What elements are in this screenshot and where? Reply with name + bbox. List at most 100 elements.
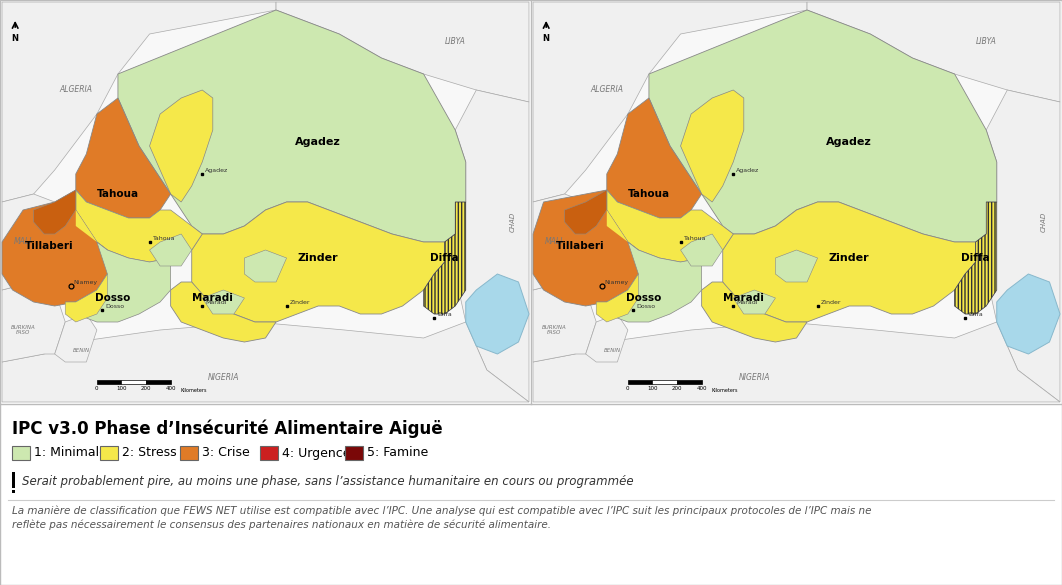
Bar xyxy=(0,406,1062,585)
Text: Diffa: Diffa xyxy=(430,253,459,263)
Text: BENIN: BENIN xyxy=(603,347,620,353)
Text: Maradi: Maradi xyxy=(205,300,227,305)
Polygon shape xyxy=(533,194,596,290)
Text: Maradi: Maradi xyxy=(192,293,234,303)
Polygon shape xyxy=(192,202,445,322)
Polygon shape xyxy=(702,282,807,342)
Text: CHAD: CHAD xyxy=(1041,212,1047,232)
Text: MALI: MALI xyxy=(14,238,32,246)
Bar xyxy=(179,446,198,460)
Bar xyxy=(100,446,118,460)
Polygon shape xyxy=(34,190,75,234)
Text: 2: Stress: 2: Stress xyxy=(122,446,176,459)
Text: Diffa: Diffa xyxy=(961,253,990,263)
Text: Zinder: Zinder xyxy=(290,300,310,305)
Text: Tahoua: Tahoua xyxy=(628,189,670,199)
Text: La manière de classification que FEWS NET utilise est compatible avec l’IPC. Une: La manière de classification que FEWS NE… xyxy=(12,506,872,517)
Text: 5: Famine: 5: Famine xyxy=(367,446,428,459)
Bar xyxy=(121,380,147,384)
Text: Dosso: Dosso xyxy=(105,304,124,309)
Text: 100: 100 xyxy=(116,386,126,391)
Text: Tahoua: Tahoua xyxy=(97,189,139,199)
Text: Diffa: Diffa xyxy=(438,312,452,317)
Polygon shape xyxy=(244,250,287,282)
Text: 0: 0 xyxy=(627,386,630,391)
Text: ALGERIA: ALGERIA xyxy=(59,85,92,95)
Text: Agadez: Agadez xyxy=(826,137,872,147)
Text: Agadez: Agadez xyxy=(736,168,759,173)
Text: Zinder: Zinder xyxy=(821,300,841,305)
Polygon shape xyxy=(118,10,466,242)
Bar xyxy=(2,2,529,402)
Polygon shape xyxy=(533,322,1060,402)
Text: Tillaberi: Tillaberi xyxy=(25,241,73,251)
Polygon shape xyxy=(2,2,276,202)
Polygon shape xyxy=(65,274,107,322)
Polygon shape xyxy=(565,190,606,234)
Polygon shape xyxy=(649,10,997,242)
Polygon shape xyxy=(2,322,529,402)
Polygon shape xyxy=(75,210,107,250)
Text: Dosso: Dosso xyxy=(95,293,131,303)
Text: N: N xyxy=(543,34,550,43)
Polygon shape xyxy=(2,194,65,290)
Text: Tahoua: Tahoua xyxy=(684,236,706,241)
Text: IPC v3.0 Phase d’Insécurité Alimentaire Aiguë: IPC v3.0 Phase d’Insécurité Alimentaire … xyxy=(12,420,443,439)
Text: 4: Urgence: 4: Urgence xyxy=(282,446,350,459)
Bar xyxy=(12,446,30,460)
Polygon shape xyxy=(606,98,702,218)
Text: MALI: MALI xyxy=(545,238,563,246)
Polygon shape xyxy=(533,2,807,202)
Bar xyxy=(345,446,363,460)
Text: Dosso: Dosso xyxy=(626,293,662,303)
Polygon shape xyxy=(2,190,107,306)
Text: N: N xyxy=(12,34,19,43)
Text: BENIN: BENIN xyxy=(72,347,89,353)
Bar xyxy=(652,380,678,384)
Polygon shape xyxy=(171,282,276,342)
Polygon shape xyxy=(55,314,97,362)
Text: Niamey: Niamey xyxy=(73,280,98,285)
Polygon shape xyxy=(997,274,1060,354)
Text: Kilometers: Kilometers xyxy=(181,388,207,393)
Polygon shape xyxy=(987,90,1060,402)
Text: 200: 200 xyxy=(672,386,682,391)
Text: NIGERIA: NIGERIA xyxy=(738,373,770,383)
Bar xyxy=(12,490,15,493)
Text: Maradi: Maradi xyxy=(723,293,765,303)
Polygon shape xyxy=(596,242,702,322)
Text: CHAD: CHAD xyxy=(510,212,516,232)
Bar xyxy=(97,380,121,384)
Polygon shape xyxy=(2,282,65,362)
Bar xyxy=(678,380,702,384)
Text: LIBYA: LIBYA xyxy=(976,37,996,46)
Polygon shape xyxy=(723,202,976,322)
Text: Zinder: Zinder xyxy=(828,253,870,263)
Text: NIGERIA: NIGERIA xyxy=(207,373,239,383)
Polygon shape xyxy=(75,98,171,218)
Polygon shape xyxy=(596,274,638,322)
Polygon shape xyxy=(276,2,529,102)
Text: BURKINA
FASO: BURKINA FASO xyxy=(11,325,35,335)
Polygon shape xyxy=(681,90,743,202)
Text: 400: 400 xyxy=(697,386,707,391)
Text: Niamey: Niamey xyxy=(604,280,629,285)
Bar xyxy=(260,446,278,460)
Text: LIBYA: LIBYA xyxy=(445,37,465,46)
Text: reflète pas nécessairement le consensus des partenaires nationaux en matière de : reflète pas nécessairement le consensus … xyxy=(12,519,551,529)
Text: 200: 200 xyxy=(141,386,151,391)
Polygon shape xyxy=(681,234,723,266)
Text: Zinder: Zinder xyxy=(297,253,339,263)
Polygon shape xyxy=(466,274,529,354)
Text: Kilometers: Kilometers xyxy=(712,388,738,393)
Bar xyxy=(147,380,171,384)
Polygon shape xyxy=(606,190,733,262)
Text: BURKINA
FASO: BURKINA FASO xyxy=(542,325,566,335)
Text: 400: 400 xyxy=(166,386,176,391)
Polygon shape xyxy=(775,250,818,282)
Text: Tahoua: Tahoua xyxy=(153,236,175,241)
Polygon shape xyxy=(533,282,596,362)
Text: Agadez: Agadez xyxy=(205,168,228,173)
Polygon shape xyxy=(202,290,244,314)
Text: 100: 100 xyxy=(647,386,657,391)
